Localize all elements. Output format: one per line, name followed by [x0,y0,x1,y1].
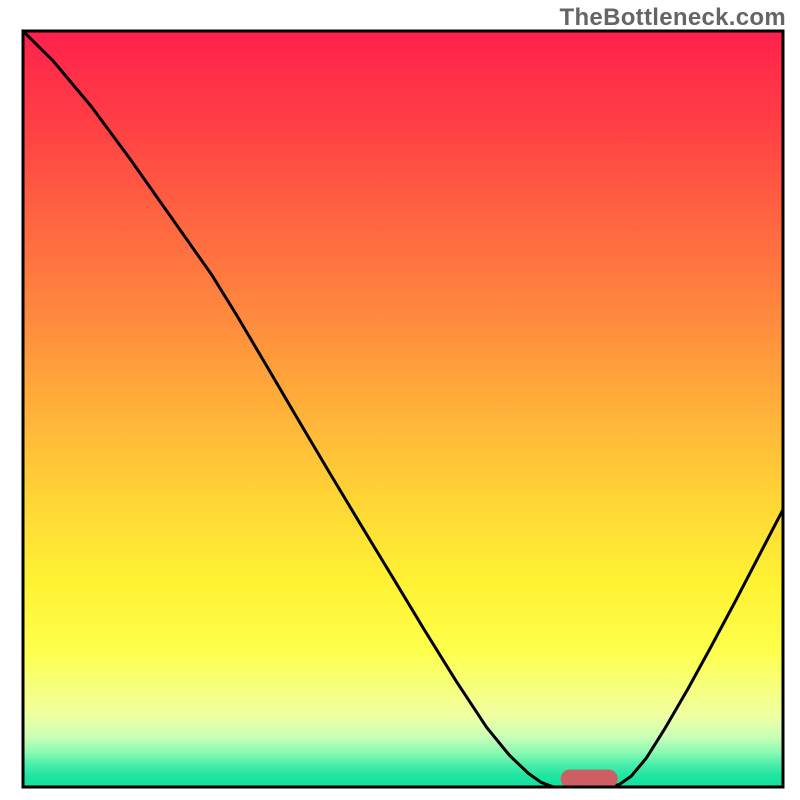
optimal-marker [561,770,618,788]
plot-background [23,31,783,787]
chart-svg [0,0,800,800]
bottleneck-chart: TheBottleneck.com [0,0,800,800]
